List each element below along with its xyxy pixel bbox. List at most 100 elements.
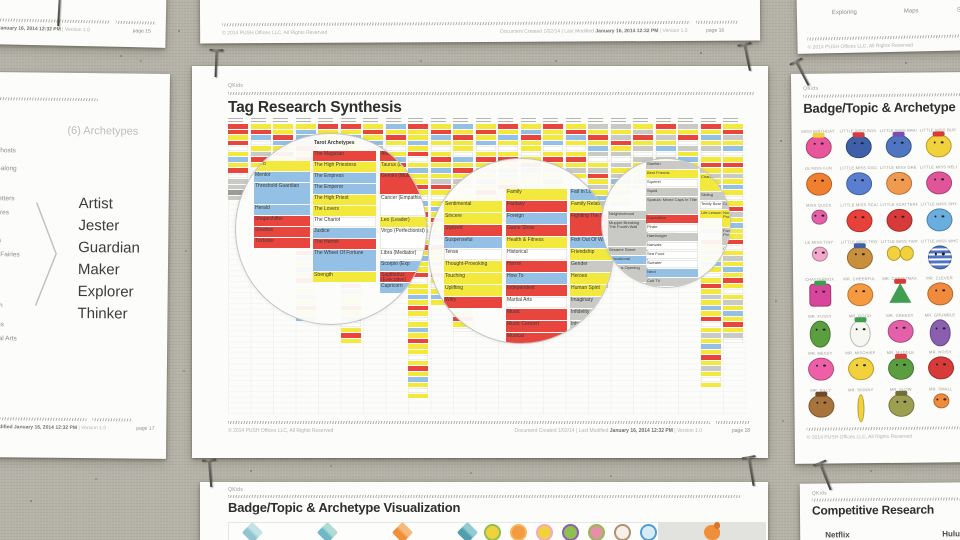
tag-cell — [408, 338, 428, 343]
tag-cell — [723, 151, 743, 156]
tag-cell — [678, 140, 698, 145]
tag-cell — [700, 157, 721, 162]
tag-cell — [700, 371, 721, 376]
magnified-tag: Family Accusative Pronouns — [722, 228, 730, 245]
character-figure — [885, 208, 913, 232]
tag-cell — [565, 129, 586, 134]
character-hat — [932, 131, 945, 136]
column-header-marks — [363, 116, 378, 122]
tag-cell — [498, 124, 518, 129]
tag-cell — [700, 382, 721, 387]
tag-word: Maps — [903, 8, 919, 15]
tag-cell — [340, 124, 361, 129]
magnified-tag: Gender — [570, 261, 613, 272]
column-header-marks — [250, 116, 266, 122]
tag-cell — [363, 129, 383, 134]
character-cell: LITTLE MISS GREEDY — [880, 165, 917, 195]
cut-tag-label: Letters — [0, 195, 15, 203]
magnified-tag: Imaginary — [570, 297, 613, 308]
character-hat — [812, 132, 825, 138]
tag-cell — [520, 140, 541, 145]
tag-cell — [340, 327, 361, 332]
tag-cell — [295, 129, 316, 134]
character-hat — [813, 280, 826, 286]
character-label: LITTLE MISS WHOOPS — [920, 238, 958, 244]
copyright: © 2014 PUSH Offices LLC, All Rights Rese… — [228, 428, 334, 434]
zigzag-divider — [228, 495, 740, 498]
character-cell: MR. CLEVER — [921, 275, 958, 306]
paper-badge-visualization: QKids Badge/Topic & Archetype Visualizat… — [200, 482, 768, 540]
character-eyes — [815, 328, 826, 332]
tag-cell — [588, 151, 608, 156]
tag-cell — [295, 124, 316, 129]
badge-illustration-box — [658, 522, 766, 540]
pin-stem — [819, 463, 832, 491]
tag-cell — [610, 140, 631, 145]
tag-cell — [723, 278, 743, 283]
character-figure — [926, 282, 953, 306]
magnified-tag: Martial Arts — [506, 297, 567, 308]
character-cell: MR. GREEDY — [881, 313, 918, 343]
tag-cell — [723, 316, 743, 321]
character-eyes — [933, 141, 944, 144]
magnified-tag: Sesame Street — [608, 247, 648, 255]
tag-cell — [700, 151, 721, 156]
copyright: © 2014 PUSH Offices LLC, All Rights Rese… — [807, 42, 913, 51]
character-label: MR. FUSSY — [808, 313, 832, 319]
tag-cell — [250, 146, 271, 151]
character-cell: LITTLE MISS SHY — [920, 201, 957, 232]
tag-cell — [430, 157, 451, 162]
character-eyes — [814, 251, 825, 254]
tag-cell — [633, 140, 653, 145]
created-label: Document Created 1/02/14 | Last Modified — [514, 428, 610, 434]
tag-cell — [408, 322, 428, 327]
tag-cell — [565, 146, 586, 151]
tag-cell — [723, 162, 743, 167]
magnified-tag: Neighborhood — [608, 211, 648, 219]
character-eyes — [933, 215, 944, 218]
character-eyes — [934, 289, 945, 292]
character-eyes — [895, 400, 906, 404]
character-figure — [808, 280, 831, 307]
magnified-tag: Game Show — [506, 225, 567, 236]
magnified-tag: Infidelity — [570, 309, 613, 320]
tag-cell — [408, 124, 428, 129]
archetype-name: Thinker — [77, 304, 128, 323]
character-figure — [805, 132, 832, 159]
column-header-marks — [678, 116, 693, 122]
column-header-marks — [543, 116, 558, 122]
tag-cell — [723, 146, 743, 151]
tag-cell — [453, 140, 473, 145]
tag-cell — [430, 129, 451, 134]
character-label: MR. GREEDY — [886, 312, 914, 318]
character-label: MR. SKINNY — [848, 387, 874, 393]
column-header-marks — [498, 116, 513, 122]
tag-word: Exploring — [831, 9, 857, 17]
character-figure — [887, 353, 914, 380]
tag-cell — [610, 157, 631, 162]
magnified-column-header: Tarot Archetypes — [314, 140, 355, 146]
tag-cell — [700, 333, 721, 338]
version-label: | Version 1.0 — [658, 27, 688, 35]
character-cell: MR. GRUMBLE — [921, 312, 958, 347]
cut-tag-label: ath — [0, 302, 3, 310]
character-figure — [885, 131, 912, 158]
archetype-name: Explorer — [77, 282, 134, 301]
magnified-tag: Herald — [254, 205, 310, 215]
column-header-marks — [723, 116, 738, 122]
t-pin — [201, 458, 218, 488]
tag-cell — [588, 173, 608, 178]
tag-cell — [655, 124, 676, 129]
character-label: LE MISS FUN — [804, 165, 833, 171]
tag-cell — [228, 168, 248, 173]
paper-tag-research: QKids Tag Research Synthesis Hero Mentor T… — [192, 66, 768, 458]
magnified-tag: Stylized — [444, 225, 502, 236]
tag-cell — [610, 168, 631, 173]
magnified-tag: Best Friends — [646, 170, 698, 178]
tag-cell — [430, 162, 451, 167]
tag-cell — [723, 261, 743, 266]
page-title: Competitive Research — [811, 502, 935, 518]
tag-cell — [408, 327, 428, 332]
tag-cell — [723, 311, 743, 316]
tag-cell — [633, 146, 653, 151]
